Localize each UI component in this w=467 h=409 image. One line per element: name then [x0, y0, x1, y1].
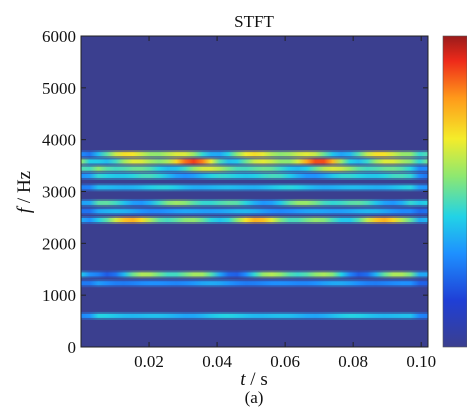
y-tick-label: 5000 [42, 79, 76, 98]
x-tick-label: 0.10 [406, 352, 436, 371]
y-axis-label: f / Hz [14, 171, 35, 213]
y-axis-unit: Hz [14, 171, 35, 193]
frequency-band [81, 159, 428, 164]
frequency-band [81, 218, 428, 223]
frequency-band [81, 166, 428, 171]
y-tick-label: 4000 [42, 131, 76, 150]
spectrogram-bands [81, 150, 428, 320]
frequency-band [81, 281, 428, 286]
frequency-band [81, 185, 428, 190]
y-axis-var: f [14, 205, 35, 213]
x-tick-label: 0.02 [134, 352, 164, 371]
x-axis-unit: s [260, 369, 267, 390]
frequency-band [81, 313, 428, 318]
colorbar [442, 35, 467, 348]
plot-background [81, 36, 428, 347]
frequency-band [81, 200, 428, 205]
x-axis-var: t [240, 369, 246, 390]
frequency-band [81, 152, 428, 157]
frequency-band [81, 209, 428, 214]
frequency-band [81, 272, 428, 277]
frequency-band [81, 173, 428, 178]
y-tick-label: 0 [68, 338, 77, 357]
x-tick-label: 0.06 [270, 352, 300, 371]
x-axis-label: t / s [240, 369, 267, 390]
y-tick-label: 3000 [42, 183, 76, 202]
y-axis-ticks: 0 1000 2000 3000 4000 5000 6000 [42, 27, 428, 357]
x-tick-label: 0.08 [338, 352, 368, 371]
x-axis-ticks: 0.02 0.04 0.06 0.08 0.10 [134, 36, 436, 371]
x-tick-label: 0.04 [202, 352, 232, 371]
chart-title: STFT [234, 12, 274, 31]
y-tick-label: 1000 [42, 286, 76, 305]
y-tick-label: 2000 [42, 234, 76, 253]
figure-caption: (a) [245, 388, 264, 407]
y-tick-label: 6000 [42, 27, 76, 46]
